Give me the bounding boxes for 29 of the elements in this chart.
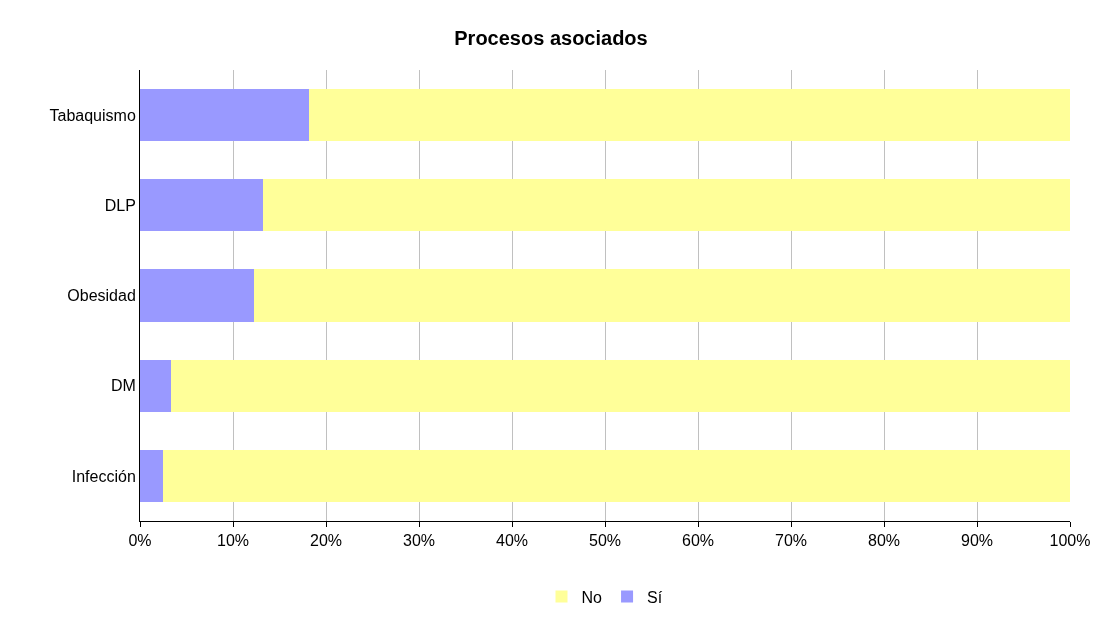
bar <box>254 269 1070 322</box>
x-tick-label: 30% <box>402 532 436 550</box>
legend-label: Sí <box>647 588 663 606</box>
y-tick-label: DLP <box>104 196 136 214</box>
bar <box>309 88 1070 142</box>
x-tick-label: 70% <box>774 532 808 550</box>
bar <box>140 88 310 142</box>
bar <box>140 269 255 322</box>
y-tick-label: Obesidad <box>67 287 136 305</box>
bar <box>163 449 1070 503</box>
x-tick-label: 100% <box>1049 532 1091 550</box>
bar <box>140 449 164 503</box>
bar <box>140 359 171 412</box>
x-tick-label: 10% <box>216 532 250 550</box>
chart-title: Procesos asociados <box>454 27 648 50</box>
x-tick-label: 80% <box>867 532 901 550</box>
y-tick-label: DM <box>110 377 136 395</box>
bar <box>262 179 1070 232</box>
legend-label: No <box>581 588 603 606</box>
x-tick-label: 20% <box>309 532 343 550</box>
bar <box>170 359 1070 412</box>
x-tick-label: 90% <box>960 532 994 550</box>
x-tick-label: 40% <box>495 532 529 550</box>
y-tick-label: Infección <box>71 467 136 485</box>
x-tick-label: 60% <box>681 532 715 550</box>
y-tick-label: Tabaquismo <box>49 106 136 124</box>
bar <box>140 179 263 232</box>
x-tick-label: 0% <box>128 532 152 550</box>
x-tick-label: 50% <box>588 532 622 550</box>
